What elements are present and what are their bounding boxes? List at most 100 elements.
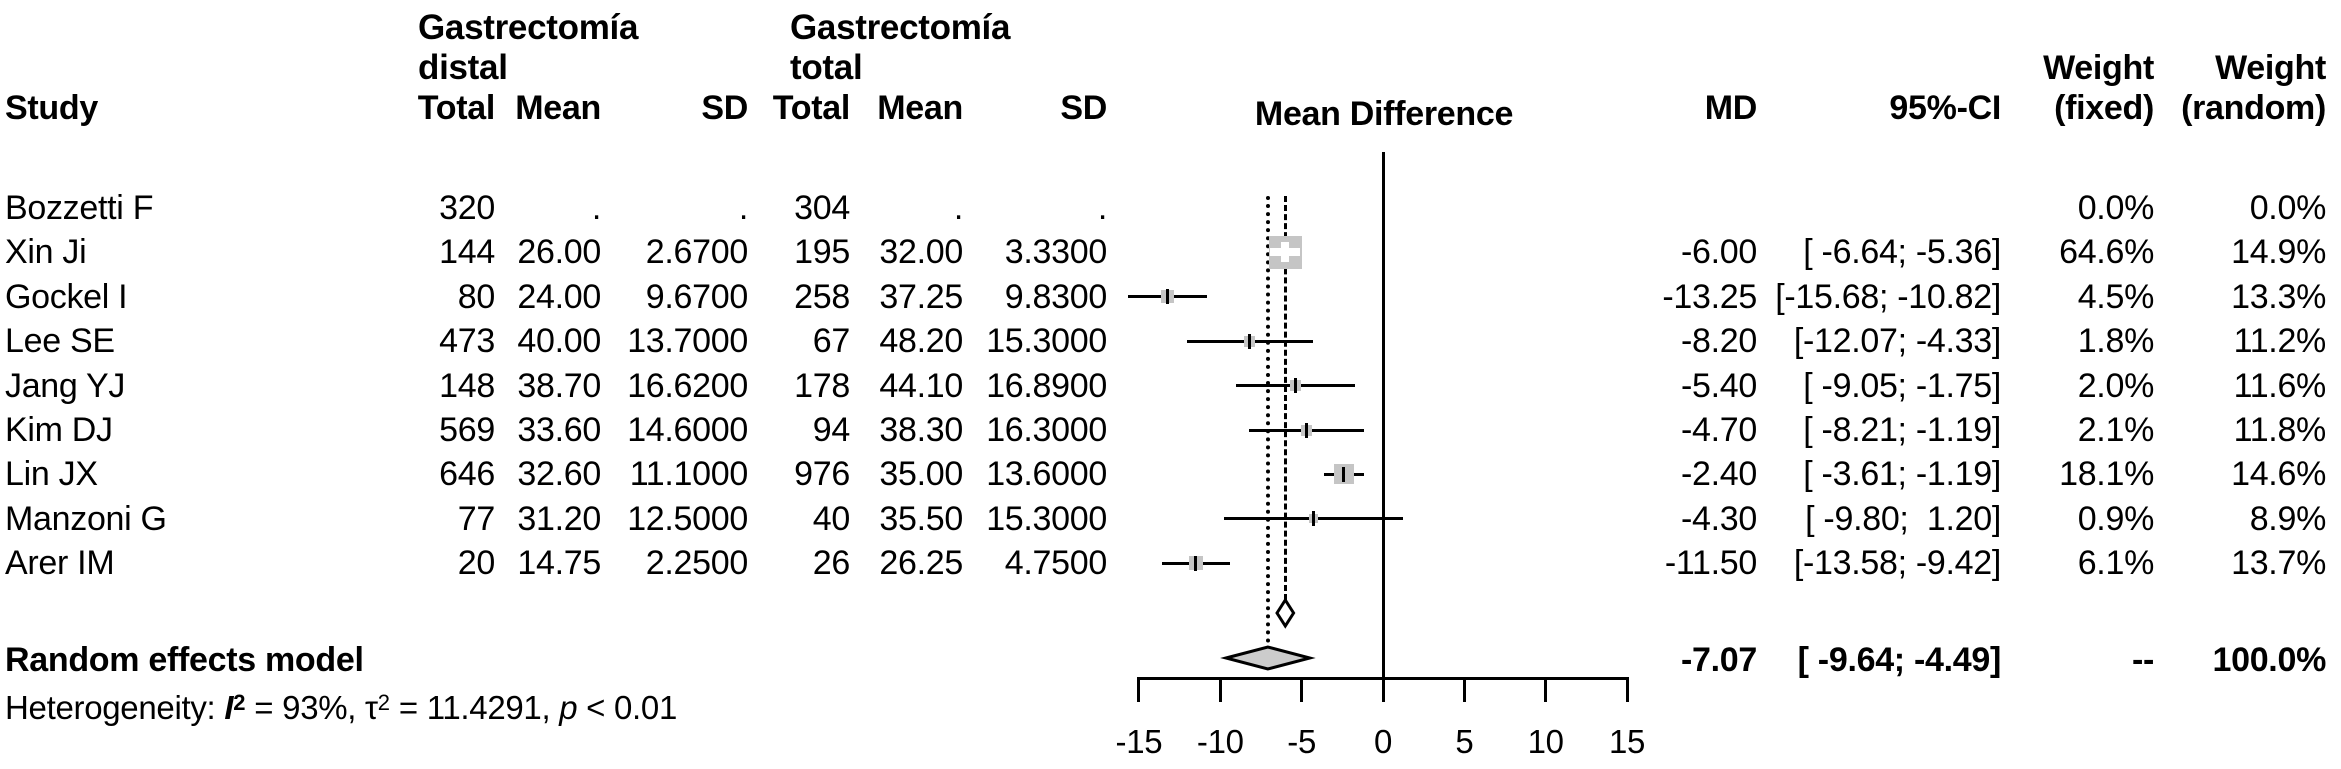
study-name: Jang YJ bbox=[5, 367, 126, 405]
study-point-estimate-tick bbox=[1248, 333, 1252, 349]
column-header-mean-total: Mean bbox=[877, 89, 963, 127]
group-header-distal-line1: Gastrectomía bbox=[418, 8, 639, 47]
study-md-value: -13.25 bbox=[1662, 278, 1757, 316]
column-header-mean-distal: Mean bbox=[515, 89, 601, 127]
study-sd-distal: 14.6000 bbox=[627, 411, 748, 449]
study-md-value: -5.40 bbox=[1681, 367, 1757, 405]
study-mean-total: 38.30 bbox=[879, 411, 963, 449]
study-ci-value: [ -6.64; -5.36] bbox=[1803, 233, 2001, 271]
column-header-weight-fixed-top: Weight bbox=[2043, 49, 2154, 87]
study-point-estimate-tick bbox=[1311, 511, 1315, 527]
study-md-value: -4.30 bbox=[1681, 500, 1757, 538]
study-sd-distal: . bbox=[738, 189, 748, 227]
x-axis-tick-label: 0 bbox=[1373, 723, 1393, 760]
fixed-effect-dashed-line bbox=[1283, 196, 1287, 600]
study-point-estimate-tick bbox=[1293, 378, 1297, 394]
study-sd-total: 9.8300 bbox=[1004, 278, 1108, 316]
study-total-total: 40 bbox=[812, 500, 851, 538]
study-md-value: -4.70 bbox=[1681, 411, 1757, 449]
study-md-value: -8.20 bbox=[1681, 322, 1757, 360]
study-total-total: 304 bbox=[794, 189, 850, 227]
x-axis-tick-label: -10 bbox=[1196, 723, 1244, 760]
study-point-estimate-tick bbox=[1342, 466, 1346, 482]
study-total-distal: 320 bbox=[439, 189, 495, 227]
study-total-total: 195 bbox=[794, 233, 850, 271]
study-sd-distal: 11.1000 bbox=[629, 455, 749, 493]
study-mean-total: 35.00 bbox=[879, 455, 963, 493]
study-name: Lin JX bbox=[5, 455, 98, 493]
study-total-distal: 20 bbox=[457, 544, 496, 582]
study-weight-random: 11.6% bbox=[2233, 367, 2327, 405]
study-ci-value: [-12.07; -4.33] bbox=[1793, 322, 2001, 360]
study-ci-value: [ -3.61; -1.19] bbox=[1803, 455, 2001, 493]
study-mean-distal: . bbox=[591, 189, 601, 227]
study-sd-distal: 2.2500 bbox=[645, 544, 749, 582]
column-header-sd-distal: SD bbox=[701, 89, 748, 127]
column-header-95ci: 95%-CI bbox=[1889, 89, 2001, 127]
x-axis-tick-label: 10 bbox=[1527, 723, 1564, 760]
study-md-value bbox=[1517, 186, 1757, 230]
study-total-distal: 473 bbox=[439, 322, 495, 360]
x-axis-tick bbox=[1625, 677, 1629, 702]
study-total-distal: 144 bbox=[439, 233, 495, 271]
study-mean-distal: 14.75 bbox=[517, 544, 601, 582]
study-total-total: 976 bbox=[794, 455, 850, 493]
x-axis-tick-label: -15 bbox=[1115, 723, 1163, 760]
study-name: Arer IM bbox=[5, 544, 115, 582]
study-sd-total: 4.7500 bbox=[1004, 544, 1108, 582]
group-header-distal-line2: distal bbox=[418, 48, 508, 87]
study-ci-value: [ -8.21; -1.19] bbox=[1803, 411, 2001, 449]
study-sd-total: 15.3000 bbox=[986, 500, 1107, 538]
study-total-total: 94 bbox=[812, 411, 851, 449]
study-weight-fixed: 0.9% bbox=[2077, 500, 2155, 538]
study-sd-distal: 2.6700 bbox=[645, 233, 749, 271]
study-weight-fixed: 64.6% bbox=[2059, 233, 2154, 271]
study-total-distal: 569 bbox=[439, 411, 495, 449]
study-mean-distal: 31.20 bbox=[517, 500, 601, 538]
study-point-estimate-tick bbox=[1194, 555, 1198, 571]
study-mean-total: 32.00 bbox=[879, 233, 963, 271]
x-axis-tick-label: 5 bbox=[1455, 723, 1474, 760]
x-axis-tick bbox=[1218, 677, 1222, 702]
study-md-value: -11.50 bbox=[1664, 544, 1757, 582]
study-mean-total: . bbox=[953, 189, 963, 227]
random-effect-dotted-line bbox=[1265, 196, 1270, 643]
column-header-total-total: Total bbox=[772, 89, 851, 127]
column-header-weight-random-bottom: (random) bbox=[2181, 89, 2326, 127]
column-header-weight-fixed-bottom: (fixed) bbox=[2054, 89, 2154, 127]
study-name: Bozzetti F bbox=[5, 189, 154, 227]
study-total-total: 258 bbox=[794, 278, 850, 316]
summary-weight-random: 100.0% bbox=[2212, 641, 2326, 679]
x-axis-tick bbox=[1381, 677, 1385, 702]
study-sd-total: 15.3000 bbox=[986, 322, 1107, 360]
summary-ci-value: [ -9.64; -4.49] bbox=[1797, 641, 2002, 679]
study-name: Manzoni G bbox=[5, 500, 167, 538]
study-weight-fixed: 18.1% bbox=[2059, 455, 2154, 493]
study-mean-distal: 38.70 bbox=[517, 367, 601, 405]
study-weight-random: 11.2% bbox=[2233, 322, 2327, 360]
x-axis-tick bbox=[1544, 677, 1548, 702]
study-sd-total: 16.8900 bbox=[986, 367, 1107, 405]
study-name: Lee SE bbox=[5, 322, 115, 360]
study-md-value: -2.40 bbox=[1681, 455, 1757, 493]
study-weight-random: 14.9% bbox=[2231, 233, 2326, 271]
x-axis-tick-label: 15 bbox=[1608, 723, 1646, 760]
study-mean-total: 48.20 bbox=[879, 322, 963, 360]
study-mean-total: 44.10 bbox=[879, 367, 963, 405]
study-md-value: -6.00 bbox=[1681, 233, 1757, 271]
study-mean-distal: 24.00 bbox=[517, 278, 601, 316]
summary-row-label: Random effects model bbox=[5, 641, 364, 679]
study-mean-total: 37.25 bbox=[879, 278, 963, 316]
group-header-total-line1: Gastrectomía bbox=[790, 8, 1011, 47]
x-axis-tick bbox=[1300, 677, 1304, 702]
study-weight-fixed: 6.1% bbox=[2077, 544, 2155, 582]
study-total-distal: 80 bbox=[457, 278, 496, 316]
study-weight-fixed: 4.5% bbox=[2077, 278, 2155, 316]
study-mean-distal: 26.00 bbox=[517, 233, 601, 271]
study-weight-random: 8.9% bbox=[2249, 500, 2327, 538]
study-total-total: 67 bbox=[812, 322, 851, 360]
study-weight-fixed: 2.0% bbox=[2077, 367, 2155, 405]
study-point-estimate-tick bbox=[1305, 422, 1309, 438]
study-mean-distal: 32.60 bbox=[517, 455, 601, 493]
